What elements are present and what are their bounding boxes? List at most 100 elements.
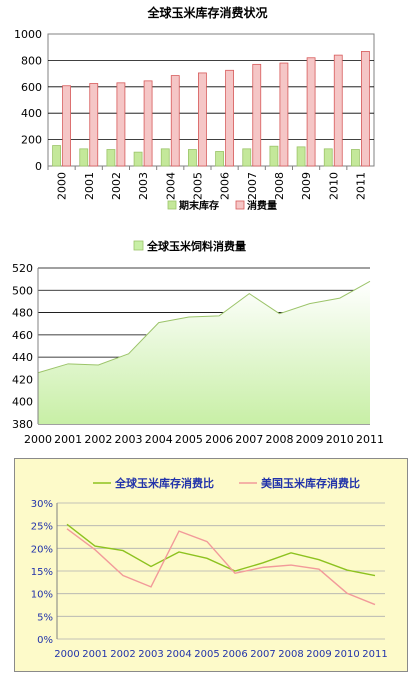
y-tick-label: 30% [31,499,53,510]
x-tick-label: 2006 [222,649,247,660]
x-tick-label: 2009 [300,172,313,200]
y-tick-label: 400 [12,396,33,409]
legend-label: 消费量 [247,199,277,212]
legend-swatch [235,200,245,210]
bar-consumption [225,69,234,167]
x-tick-label: 2005 [175,433,203,446]
area-line [37,280,371,374]
bar-consumption [170,75,180,167]
area-chart-svg: 380 400 420 440 460 480 500 520 2000 2001 2002 2003… [12,239,384,446]
x-tick-label: 2003 [137,172,150,200]
x-tick-label: 2011 [354,172,367,200]
x-tick-label: 2007 [235,433,263,446]
legend-label: 全球玉米库存消费比 [114,476,214,490]
bar-stock [188,149,197,167]
bar-consumption [62,85,71,167]
legend-label: 美国玉米库存消费比 [261,476,360,490]
bar-consumption [89,83,99,167]
x-tick-label: 2011 [356,433,384,446]
series-line-global [66,523,376,577]
x-tick-label: 2000 [24,433,52,446]
x-tick-label: 2005 [194,649,219,660]
legend-swatch [133,240,144,251]
bar-stock [106,149,116,167]
bar-stock [242,148,252,167]
bar-consumption [116,82,126,167]
y-tick-label: 380 [12,418,33,431]
bar-stock [79,148,89,167]
x-tick-label: 2008 [278,649,303,660]
y-tick-label: 20% [31,544,53,555]
y-tick-label: 460 [12,329,33,342]
y-tick-label: 800 [21,54,42,67]
y-tick-label: 600 [21,81,42,94]
x-tick-label: 2002 [110,172,123,200]
bar-stock [52,145,61,167]
x-tick-label: 2004 [166,649,191,660]
bar-stock [351,149,360,167]
y-tick-label: 480 [12,307,33,320]
y-tick-label: 500 [12,284,33,297]
x-tick-label: 2002 [84,433,112,446]
y-tick-label: 0 [35,160,42,173]
plot-area [47,33,375,167]
y-tick-label: 15% [31,567,53,578]
consumption-bar-chart: 全球玉米库存消费状况 0 200 400 600 800 1000 2000 2001 2002… [0,0,415,222]
y-tick-label: 0% [37,635,53,646]
bar-chart-svg: 0 200 400 600 800 1000 2000 2001 2002 2003 2004 200… [14,28,375,212]
x-tick-label: 2007 [250,649,275,660]
y-tick-label: 420 [12,373,33,386]
y-tick-label: 25% [31,522,53,533]
x-tick-label: 2003 [115,433,143,446]
bar-consumption [143,80,153,167]
series-line-us [66,528,376,606]
bar-consumption [361,51,370,167]
x-tick-label: 2006 [219,172,232,200]
x-tick-label: 2011 [362,649,387,660]
feed-consumption-area-chart: 380 400 420 440 460 480 500 520 2000 2001 2002 2003… [0,228,415,454]
x-tick-label: 2010 [334,649,359,660]
y-tick-label: 5% [37,612,53,623]
chart-title: 全球玉米库存消费状况 [147,6,268,20]
x-tick-label: 2005 [191,172,204,200]
x-tick-label: 2001 [83,172,96,200]
x-tick-label: 2006 [205,433,233,446]
legend-swatch [167,200,177,210]
bar-stock [323,148,333,167]
x-tick-label: 2009 [296,433,324,446]
legend-label: 期末库存 [179,199,219,212]
y-tick-label: 10% [31,590,53,601]
x-tick-label: 2009 [306,649,331,660]
bar-stock [296,146,306,167]
x-tick-label: 2003 [138,649,163,660]
y-tick-label: 520 [12,262,33,275]
bar-consumption [333,54,343,167]
x-tick-label: 2010 [326,433,354,446]
x-tick-label: 2000 [56,172,69,200]
x-tick-label: 2001 [82,649,107,660]
line-chart-svg: 0%5%10%15%20%25%30%2000 2001 2002 2003 2004 2… [31,476,388,660]
stock-ratio-line-chart: 0% 5% 10% 15% 20% 25% 30% 2000 2001 2002 2003 2004 2… [14,458,408,672]
bar-stock [215,151,224,167]
bar-stock [133,151,143,167]
x-tick-label: 2010 [327,172,340,200]
x-tick-label: 2001 [54,433,82,446]
y-tick-label: 1000 [14,28,42,41]
x-tick-label: 2004 [164,172,177,200]
bar-consumption [198,72,207,167]
y-tick-label: 200 [21,134,42,147]
x-tick-label: 2002 [110,649,135,660]
bar-consumption [252,63,262,167]
bar-consumption [306,57,316,167]
x-tick-label: 2007 [246,172,259,200]
x-tick-label: 2004 [145,433,173,446]
legend-label: 全球玉米饲料消费量 [146,239,246,253]
bar-stock [160,148,170,167]
bar-stock [269,145,279,167]
bar-consumption [279,62,289,167]
x-tick-label: 2008 [273,172,286,200]
x-tick-label: 2008 [265,433,293,446]
x-tick-label: 2000 [54,649,79,660]
area-fill [38,281,370,424]
y-tick-label: 440 [12,351,33,364]
